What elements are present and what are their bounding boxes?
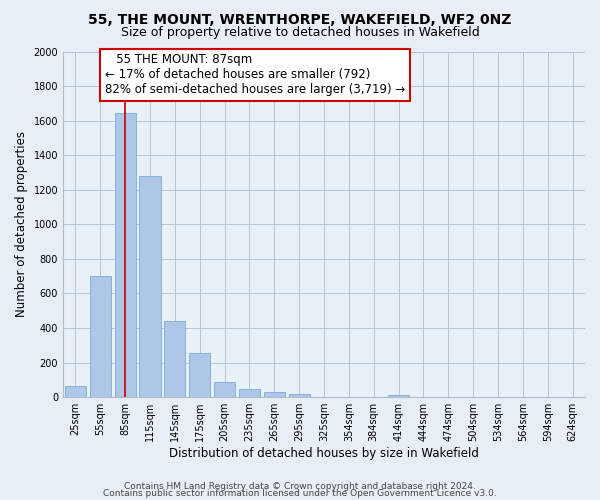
Bar <box>164 321 185 397</box>
Bar <box>189 353 211 397</box>
Bar <box>115 113 136 397</box>
Text: 55 THE MOUNT: 87sqm   
← 17% of detached houses are smaller (792)
82% of semi-de: 55 THE MOUNT: 87sqm ← 17% of detached ho… <box>105 53 405 96</box>
Bar <box>65 386 86 397</box>
Bar <box>264 392 285 397</box>
Bar <box>90 276 111 397</box>
Text: Contains HM Land Registry data © Crown copyright and database right 2024.: Contains HM Land Registry data © Crown c… <box>124 482 476 491</box>
X-axis label: Distribution of detached houses by size in Wakefield: Distribution of detached houses by size … <box>169 447 479 460</box>
Bar <box>214 382 235 397</box>
Text: Size of property relative to detached houses in Wakefield: Size of property relative to detached ho… <box>121 26 479 39</box>
Bar <box>388 394 409 397</box>
Text: 55, THE MOUNT, WRENTHORPE, WAKEFIELD, WF2 0NZ: 55, THE MOUNT, WRENTHORPE, WAKEFIELD, WF… <box>88 12 512 26</box>
Bar <box>139 176 161 397</box>
Bar <box>239 388 260 397</box>
Bar <box>289 394 310 397</box>
Y-axis label: Number of detached properties: Number of detached properties <box>15 132 28 318</box>
Text: Contains public sector information licensed under the Open Government Licence v3: Contains public sector information licen… <box>103 489 497 498</box>
